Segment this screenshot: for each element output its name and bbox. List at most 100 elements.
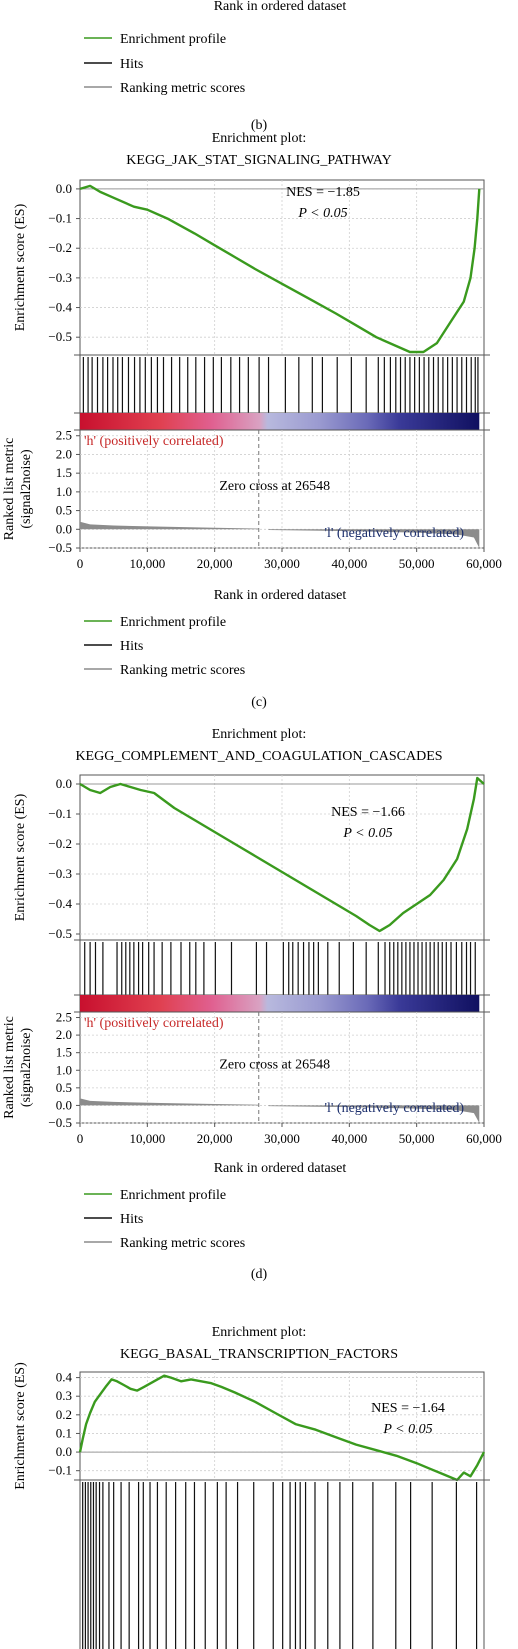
es-tick-label: −0.3 [48, 866, 72, 881]
metric-tick-label: −0.5 [48, 1115, 72, 1130]
metric-area-negative [268, 1105, 480, 1123]
p-value-label: P < 0.05 [382, 1422, 432, 1437]
es-tick-label: 0.4 [56, 1370, 73, 1385]
x-tick-label: 0 [77, 556, 84, 571]
es-tick-label: −0.1 [48, 211, 72, 226]
x-tick-label: 40,000 [331, 556, 367, 571]
x-tick-label: 60,000 [466, 1131, 502, 1146]
chart-title-line1: Enrichment plot: [212, 131, 306, 146]
legend-hits-label: Hits [120, 1212, 143, 1227]
es-tick-label: −0.5 [48, 329, 72, 344]
panel-b-xlabel: Rank in ordered dataset [214, 0, 347, 14]
panel-label: (d) [251, 1267, 268, 1282]
legend-hits-label: Hits [120, 639, 143, 654]
metric-tick-label: 2.0 [56, 446, 72, 461]
metric-tick-label: −0.5 [48, 540, 72, 555]
negative-correlated-label: 'l' (negatively correlated) [324, 526, 464, 541]
positive-correlated-label: 'h' (positively correlated) [84, 434, 224, 449]
enrichment-profile-line [79, 184, 481, 354]
x-axis-label: Rank in ordered dataset [214, 588, 347, 603]
es-tick-label: 0.3 [56, 1388, 72, 1403]
x-tick-label: 40,000 [331, 1131, 367, 1146]
legend-profile-label: Enrichment profile [120, 1188, 226, 1203]
negative-correlated-label: 'l' (negatively correlated) [324, 1101, 464, 1116]
metric-ylabel-line2: (signal2noise) [19, 449, 34, 529]
chart-title-line2: KEGG_BASAL_TRANSCRIPTION_FACTORS [120, 1347, 398, 1362]
x-tick-label: 20,000 [197, 556, 233, 571]
metric-ylabel-line1: Ranked list metric [2, 438, 17, 541]
metric-tick-label: 0.0 [56, 521, 72, 536]
es-tick-label: 0.2 [56, 1407, 72, 1422]
chart-title-line1: Enrichment plot: [212, 1325, 306, 1340]
zero-cross-label: Zero cross at 26548 [219, 479, 330, 494]
es-ylabel: Enrichment score (ES) [13, 1362, 28, 1490]
es-ylabel: Enrichment score (ES) [13, 793, 28, 921]
enrichment-profile-line [78, 1374, 486, 1482]
metric-ylabel-line2: (signal2noise) [19, 1028, 34, 1108]
x-tick-label: 10,000 [129, 556, 165, 571]
x-axis-label: Rank in ordered dataset [214, 1161, 347, 1176]
metric-tick-label: 2.5 [56, 1010, 72, 1025]
legend-metric-label: Ranking metric scores [120, 1236, 245, 1251]
enrichment-profile-line [79, 776, 485, 933]
nes-label: NES = −1.85 [286, 185, 360, 200]
chart-panel-2: Enrichment plot: KEGG_BASAL_TRANSCRIPTION… [13, 1325, 490, 1649]
x-tick-label: 50,000 [399, 556, 435, 571]
panel-b-label: (b) [251, 118, 268, 133]
x-tick-label: 30,000 [264, 556, 300, 571]
metric-area-positive [80, 521, 259, 530]
es-ylabel: Enrichment score (ES) [13, 203, 28, 331]
es-tick-label: −0.1 [48, 1463, 72, 1478]
metric-tick-label: 0.0 [56, 1097, 72, 1112]
es-tick-label: 0.1 [56, 1425, 72, 1440]
es-tick-label: 0.0 [56, 181, 72, 196]
x-tick-label: 10,000 [129, 1131, 165, 1146]
panel-b-fragment: Rank in ordered dataset Enrichment profi… [84, 0, 346, 133]
es-tick-label: −0.4 [48, 300, 72, 315]
panel-label: (c) [251, 695, 267, 710]
metric-tick-label: 1.5 [56, 465, 72, 480]
metric-tick-label: 2.5 [56, 428, 72, 443]
metric-tick-label: 1.5 [56, 1045, 72, 1060]
nes-label: NES = −1.66 [331, 805, 405, 820]
rank-color-bar [80, 413, 480, 430]
metric-area-positive [80, 1098, 259, 1106]
zero-cross-label: Zero cross at 26548 [219, 1058, 330, 1073]
legend-metric-label: Ranking metric scores [120, 663, 245, 678]
metric-tick-label: 1.0 [56, 1062, 72, 1077]
es-tick-label: −0.1 [48, 806, 72, 821]
es-tick-label: 0.0 [56, 776, 72, 791]
x-tick-label: 50,000 [399, 1131, 435, 1146]
chart-panel-1: Enrichment plot: KEGG_COMPLEMENT_AND_COAG… [2, 727, 502, 1282]
metric-tick-label: 1.0 [56, 484, 72, 499]
x-tick-label: 0 [77, 1131, 84, 1146]
es-tick-label: 0.0 [56, 1444, 72, 1459]
p-value-label: P < 0.05 [297, 206, 347, 221]
chart-title-line1: Enrichment plot: [212, 727, 306, 742]
chart-title-line2: KEGG_COMPLEMENT_AND_COAGULATION_CASCADES [75, 749, 442, 764]
metric-tick-label: 0.5 [56, 1080, 72, 1095]
nes-label: NES = −1.64 [371, 1401, 445, 1416]
es-tick-label: −0.2 [48, 836, 72, 851]
x-tick-label: 60,000 [466, 556, 502, 571]
panel-b-legend-profile: Enrichment profile [120, 32, 226, 47]
rank-color-bar [80, 995, 480, 1012]
p-value-label: P < 0.05 [342, 826, 392, 841]
es-tick-label: −0.3 [48, 270, 72, 285]
legend-profile-label: Enrichment profile [120, 615, 226, 630]
x-tick-label: 20,000 [197, 1131, 233, 1146]
metric-area-negative [268, 529, 480, 548]
x-tick-label: 30,000 [264, 1131, 300, 1146]
panel-b-legend-hits: Hits [120, 57, 143, 72]
panel-b-legend-metric: Ranking metric scores [120, 81, 245, 96]
es-tick-label: −0.4 [48, 896, 72, 911]
es-tick-label: −0.2 [48, 240, 72, 255]
chart-panel-0: Enrichment plot: KEGG_JAK_STAT_SIGNALING_… [2, 131, 502, 710]
es-tick-label: −0.5 [48, 926, 72, 941]
positive-correlated-label: 'h' (positively correlated) [84, 1016, 224, 1031]
metric-tick-label: 0.5 [56, 503, 72, 518]
metric-ylabel-line1: Ranked list metric [2, 1016, 17, 1119]
metric-tick-label: 2.0 [56, 1027, 72, 1042]
chart-title-line2: KEGG_JAK_STAT_SIGNALING_PATHWAY [126, 153, 391, 168]
